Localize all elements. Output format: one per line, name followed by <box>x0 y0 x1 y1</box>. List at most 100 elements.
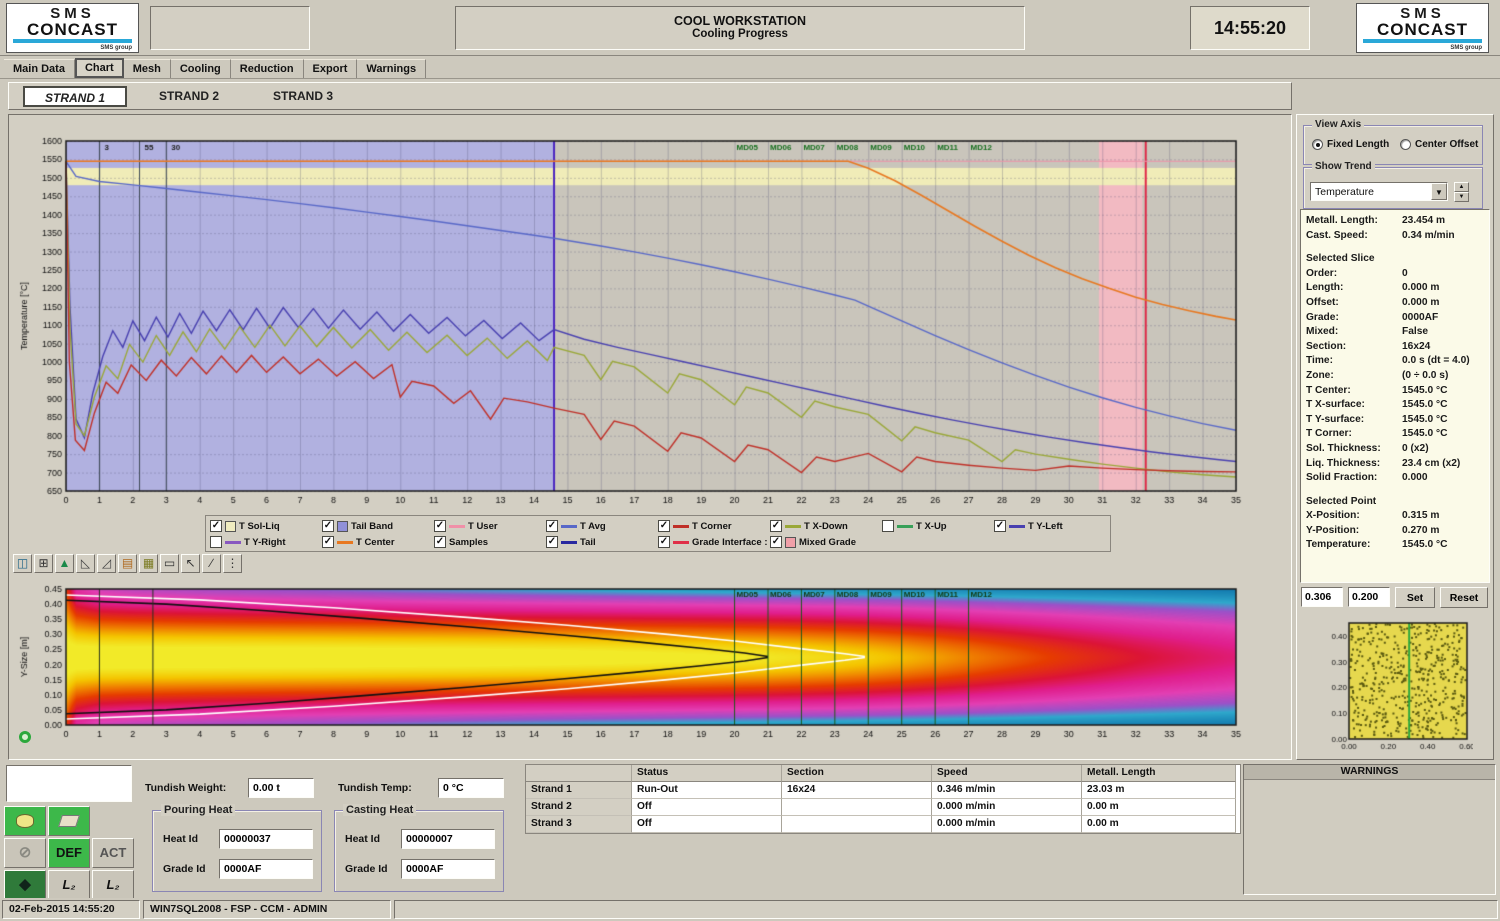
legend-swatch <box>897 524 913 528</box>
level2-button-1[interactable]: L₂ <box>48 870 90 900</box>
legend-swatch <box>225 540 241 544</box>
legend-item-tail: ✓ Tail <box>546 536 658 548</box>
checkbox-mixed-grade[interactable]: ✓ <box>770 536 782 548</box>
tab-reduction[interactable]: Reduction <box>230 59 304 78</box>
legend-label: T Y-Left <box>1028 520 1063 532</box>
mesh-icon[interactable]: ▦ <box>139 554 158 573</box>
level2-button-2[interactable]: L₂ <box>92 870 134 900</box>
temperature-trend-chart[interactable] <box>17 129 1281 517</box>
radio-dot[interactable] <box>1400 139 1411 150</box>
trend-select[interactable]: Temperature ▼ <box>1310 182 1448 201</box>
tab-mesh[interactable]: Mesh <box>123 59 171 78</box>
diamond-button[interactable]: ◆ <box>4 870 46 900</box>
casting-grade-id-field[interactable] <box>401 859 495 879</box>
checkbox-t-y-right[interactable] <box>210 536 222 548</box>
checkbox-tail[interactable]: ✓ <box>546 536 558 548</box>
checkbox-t-avg[interactable]: ✓ <box>546 520 558 532</box>
legend-label: Tail Band <box>351 520 394 532</box>
line-tool-icon[interactable]: ∕ <box>202 554 221 573</box>
legend-swatch <box>785 524 801 528</box>
checkbox-tail-band[interactable]: ✓ <box>322 520 334 532</box>
grid-icon[interactable]: ⊞ <box>34 554 53 573</box>
checkbox-t-user[interactable]: ✓ <box>434 520 446 532</box>
mute-button[interactable]: ⊘ <box>4 838 46 868</box>
pouring-heat-group: Pouring Heat Heat Id Grade Id <box>152 804 322 892</box>
set-button[interactable]: Set <box>1395 587 1435 608</box>
tab-strand-2[interactable]: STRAND 2 <box>158 89 219 103</box>
zoom-x-icon[interactable]: ◺ <box>76 554 95 573</box>
checkbox-t-x-down[interactable]: ✓ <box>770 520 782 532</box>
trend-spinner[interactable]: ▲ ▼ <box>1454 182 1469 202</box>
clock: 14:55:20 <box>1190 6 1310 50</box>
more-tools-icon[interactable]: ⋮ <box>223 554 242 573</box>
radio-dot[interactable] <box>1312 139 1323 150</box>
section-preview-plot[interactable] <box>1323 617 1473 757</box>
info-value: 0.270 m <box>1402 524 1440 536</box>
tundish-weight-field[interactable] <box>248 778 314 798</box>
radio-center-offset[interactable]: Center Offset <box>1400 139 1478 150</box>
table-cell: Off <box>632 799 782 816</box>
checkbox-grade-interface[interactable]: ✓ <box>658 536 670 548</box>
tab-warnings[interactable]: Warnings <box>357 59 427 78</box>
legend-label: Samples <box>449 536 489 548</box>
chevron-down-icon[interactable]: ▼ <box>1431 183 1447 200</box>
layers-icon[interactable]: ▤ <box>118 554 137 573</box>
slice-x-input[interactable] <box>1301 587 1343 607</box>
checkbox-t-center[interactable]: ✓ <box>322 536 334 548</box>
checkbox-t-sol-liq[interactable]: ✓ <box>210 520 222 532</box>
table-cell: 16x24 <box>782 782 932 799</box>
info-label: Solid Fraction: <box>1306 472 1378 484</box>
window-icon[interactable]: ▭ <box>160 554 179 573</box>
legend-label: T X-Down <box>804 520 848 532</box>
legend-item-t-sol-liq: ✓ T Sol-Liq <box>210 520 322 532</box>
tundish-temp-field[interactable] <box>438 778 504 798</box>
info-value: 1545.0 °C <box>1402 428 1448 440</box>
checkbox-samples[interactable]: ✓ <box>434 536 446 548</box>
tab-main-data[interactable]: Main Data <box>4 59 75 78</box>
pouring-heat-id-field[interactable] <box>219 829 313 849</box>
legend-swatch <box>561 540 577 544</box>
zoom-y-icon[interactable]: ◿ <box>97 554 116 573</box>
reset-button[interactable]: Reset <box>1440 587 1488 608</box>
pouring-grade-id-field[interactable] <box>219 859 313 879</box>
act-button[interactable]: ACT <box>92 838 134 868</box>
split-view-icon[interactable]: ◫ <box>13 554 32 573</box>
info-value: 23.4 cm (x2) <box>1402 457 1461 469</box>
statusbar-session: WIN7SQL2008 - FSP - CCM - ADMIN <box>143 900 391 919</box>
radio-fixed-length[interactable]: Fixed Length <box>1312 139 1389 150</box>
spin-down-icon[interactable]: ▼ <box>1454 192 1469 202</box>
spin-up-icon[interactable]: ▲ <box>1454 182 1469 192</box>
checkbox-t-y-left[interactable]: ✓ <box>994 520 1006 532</box>
header: SMS CONCAST SMS group COOL WORKSTATION C… <box>0 0 1500 56</box>
mute-icon: ⊘ <box>18 844 32 861</box>
table-cell: 0.00 m <box>1082 816 1236 833</box>
table-row: Strand 3 Off 0.000 m/min 0.00 m <box>526 816 1240 833</box>
legend-label: T Center <box>356 536 395 548</box>
column-header: Status <box>632 765 782 782</box>
tab-cooling[interactable]: Cooling <box>170 59 231 78</box>
pointer-icon[interactable]: ▲ <box>55 554 74 573</box>
def-button[interactable]: DEF <box>48 838 90 868</box>
tab-strand-1[interactable]: STRAND 1 <box>23 86 127 107</box>
checkbox-t-x-up[interactable] <box>882 520 894 532</box>
tab-chart[interactable]: Chart <box>74 58 124 78</box>
column-header: Speed <box>932 765 1082 782</box>
tundish-button[interactable] <box>4 806 46 836</box>
solidification-heatmap[interactable] <box>17 575 1281 751</box>
cursor-icon[interactable]: ↖ <box>181 554 200 573</box>
info-value: 0.000 m <box>1402 282 1440 294</box>
casting-heat-id-field[interactable] <box>401 829 495 849</box>
tab-export[interactable]: Export <box>303 59 358 78</box>
brand-bar <box>13 39 132 43</box>
info-value: (0 ÷ 0.0 s) <box>1402 369 1449 381</box>
checkbox-t-corner[interactable]: ✓ <box>658 520 670 532</box>
info-value: 0 (x2) <box>1402 442 1429 454</box>
slice-y-input[interactable] <box>1348 587 1390 607</box>
info-label: Temperature: <box>1306 539 1371 551</box>
info-label: T Corner: <box>1306 428 1352 440</box>
tab-strand-3[interactable]: STRAND 3 <box>272 89 333 103</box>
mould-button[interactable] <box>48 806 90 836</box>
header-blank-panel <box>150 6 310 50</box>
sms-concast-logo-right: SMS CONCAST SMS group <box>1356 3 1489 53</box>
casting-heat-group: Casting Heat Heat Id Grade Id <box>334 804 504 892</box>
